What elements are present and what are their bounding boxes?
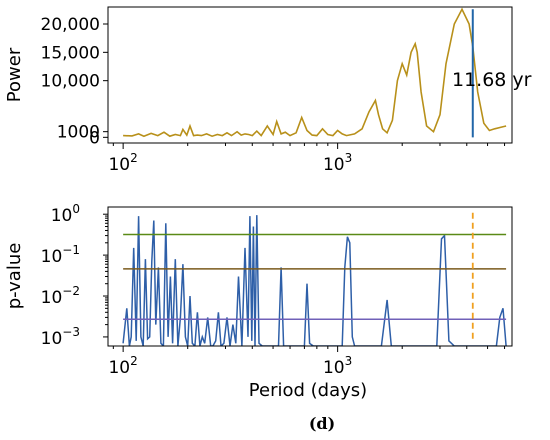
power-y-tick-label: 0 <box>89 128 100 148</box>
power-plot-frame <box>107 6 513 144</box>
p-value-y-tick-label: 10−2 <box>41 284 80 308</box>
power-y-tick-label: 15,000 <box>41 43 100 63</box>
p-value-axes: 10−3 10−2 10−1 100 102 103 <box>41 202 506 378</box>
power-series-line <box>123 7 507 138</box>
p-value-y-tick-label: 10−1 <box>41 243 80 267</box>
power-x-tick-label: 103 <box>323 151 352 175</box>
p-value-axis-title: p-value <box>4 243 25 310</box>
power-y-tick-label: 20,000 <box>41 15 100 35</box>
p-value-y-tick-label: 10−3 <box>41 325 80 349</box>
peak-annotation: 11.68 yr <box>452 69 532 91</box>
power-axis-title: Power <box>4 47 25 102</box>
p-value-series-line <box>122 215 507 346</box>
power-plot-area <box>123 7 507 138</box>
period-axis-title: Period (days) <box>249 380 367 401</box>
p-value-panel: 10−3 10−2 10−1 100 102 103 p-value Period (da… <box>4 202 513 401</box>
p-value-x-tick-label: 103 <box>323 354 352 378</box>
power-y-tick-label: 1000 <box>57 123 100 143</box>
p-value-x-tick-label: 102 <box>108 354 137 378</box>
power-x-tick-label: 102 <box>108 151 137 175</box>
figure-caption: (d) <box>309 414 335 433</box>
power-y-tick-label: 10,000 <box>41 72 100 92</box>
p-value-y-tick-label: 100 <box>51 202 80 226</box>
p-value-plot-area <box>122 212 507 346</box>
